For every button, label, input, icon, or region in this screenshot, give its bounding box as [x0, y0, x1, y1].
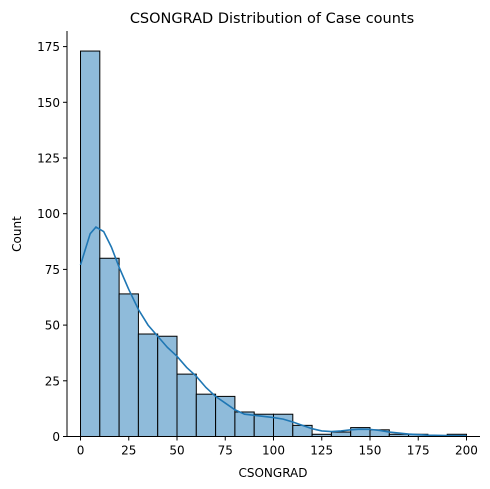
y-tick-label: 50 [45, 319, 60, 333]
y-tick-label: 175 [37, 40, 60, 54]
histogram-bar [176, 373, 197, 438]
x-tick-label: 25 [121, 444, 136, 458]
y-tick-label: 25 [45, 374, 60, 388]
x-axis-ticks: 0 25 50 75 100 125 150 175 200 [77, 436, 478, 458]
y-axis-ticks: 0 25 50 75 100 125 150 175 [37, 40, 67, 444]
y-tick-label: 75 [45, 263, 60, 277]
kde-curve [79, 226, 467, 437]
histogram-bar [137, 333, 159, 437]
histogram-bar [80, 50, 101, 438]
y-tick-label: 100 [37, 207, 60, 221]
y-tick-label: 150 [37, 96, 60, 110]
bars [80, 50, 467, 438]
y-axis-title: Count [10, 216, 24, 252]
histogram-bar [99, 257, 120, 437]
x-tick-label: 100 [262, 444, 285, 458]
x-tick-label: 125 [310, 444, 333, 458]
chart-title: CSONGRAD Distribution of Case counts [130, 11, 414, 27]
histogram-bar [118, 293, 139, 437]
y-tick-label: 125 [37, 151, 60, 165]
x-tick-label: 150 [359, 444, 382, 458]
x-tick-label: 0 [77, 444, 85, 458]
histogram-bar [157, 335, 178, 437]
x-tick-label: 50 [169, 444, 184, 458]
x-axis-title: CSONGRAD [238, 466, 307, 480]
histogram-bar [195, 393, 217, 437]
x-tick-label: 175 [407, 444, 430, 458]
x-tick-label: 200 [455, 444, 478, 458]
histogram-bar [330, 431, 352, 437]
y-tick-label: 0 [52, 430, 60, 444]
x-tick-label: 75 [218, 444, 233, 458]
